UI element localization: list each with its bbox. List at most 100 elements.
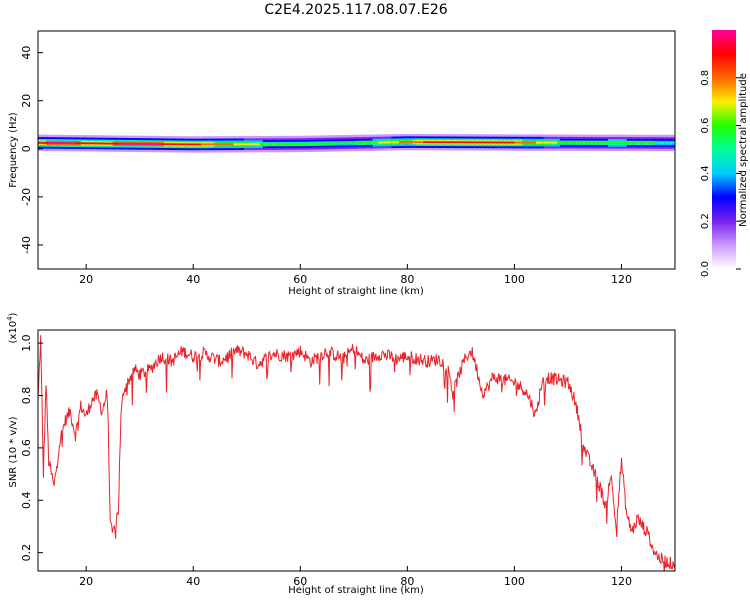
- spectrogram-cell: [102, 142, 106, 145]
- spectrogram-cell: [364, 141, 368, 144]
- spectrogram-cell: [153, 143, 157, 146]
- spectrogram-cell: [645, 141, 649, 144]
- spectrogram-cell: [198, 143, 202, 146]
- spectrogram-cell: [546, 141, 550, 144]
- spectrogram-cell: [319, 142, 323, 145]
- spectrogram-cell: [270, 143, 275, 146]
- spectrogram-cell: [479, 141, 483, 144]
- spectrogram-cell: [249, 143, 253, 146]
- spectrogram-cell: [284, 143, 288, 146]
- spectrogram-cell: [308, 142, 312, 145]
- spectrogram-cell: [294, 143, 299, 145]
- spectrogram-cell: [67, 142, 71, 145]
- spectrogram-cell: [471, 141, 475, 144]
- spectrogram-cell: [337, 142, 342, 145]
- spectrogram-cell: [474, 141, 478, 144]
- spectrogram-cell: [367, 141, 371, 144]
- spectrogram-cell: [187, 143, 192, 146]
- spectrogram-cell: [252, 143, 256, 146]
- spectrogram-cell: [434, 141, 438, 144]
- spectrogram-cell: [300, 143, 304, 145]
- spectrogram-cell: [554, 141, 558, 144]
- spectrogram-cell: [450, 141, 454, 144]
- spectrogram-cell: [626, 141, 631, 144]
- spectrogram-cell: [72, 142, 77, 145]
- spectrogram-cell: [653, 142, 657, 144]
- spectrogram-y-ticks: 40 20 0 -20 -40: [20, 46, 43, 254]
- spectrogram-cell: [276, 143, 280, 146]
- snr-series-line: [38, 335, 675, 571]
- spectrogram-cell: [567, 141, 572, 144]
- y-tick-label: 0.4: [20, 492, 33, 510]
- spectrogram-cell: [112, 142, 117, 145]
- spectrogram-cell: [439, 141, 443, 144]
- spectrogram-cell: [48, 141, 52, 144]
- spectrogram-cell: [618, 141, 623, 144]
- spectrogram-cell: [343, 142, 347, 145]
- x-tick-label: 100: [504, 575, 525, 588]
- spectrogram-cell: [484, 141, 489, 144]
- spectrogram-cell: [211, 143, 216, 146]
- svg-text:(x104): (x104): [6, 312, 19, 343]
- snr-y-ticks: 1.0 0.8 0.6 0.4 0.2: [20, 334, 43, 561]
- spectrogram-cell: [393, 141, 398, 144]
- spectrogram-cell: [129, 142, 133, 145]
- spectrogram-cell: [206, 143, 210, 146]
- spectrogram-cell: [166, 143, 170, 146]
- spectrogram-cell: [650, 141, 655, 144]
- y-tick-label: -20: [20, 188, 33, 206]
- spectrogram-cell: [329, 142, 334, 145]
- x-tick-label: 80: [400, 575, 414, 588]
- spectrogram-cell: [324, 142, 328, 145]
- spectrogram-cell: [672, 142, 675, 144]
- spectrogram-cell: [56, 142, 61, 144]
- spectrogram-cell: [353, 142, 358, 144]
- spectrogram-cell: [340, 142, 344, 145]
- spectrogram-cell: [182, 143, 186, 146]
- spectrogram-cell: [589, 141, 593, 144]
- spectrogram-cell: [38, 141, 42, 144]
- spectrogram-cell: [169, 143, 173, 146]
- spectrogram-cell: [549, 141, 553, 144]
- spectrogram-cell: [530, 141, 534, 144]
- spectrogram-cell: [236, 143, 240, 146]
- spectrogram-cell: [64, 142, 69, 145]
- spectrogram-cell: [120, 142, 125, 145]
- spectrogram-cell: [436, 141, 441, 144]
- x-tick-label: 60: [293, 575, 307, 588]
- colorbar: 0.0 0.2 0.4 0.6 0.8 Normalized spectral ampl…: [700, 30, 749, 277]
- spectrogram-cell: [332, 142, 336, 145]
- spectrogram-cell: [463, 141, 467, 144]
- spectrogram-cell: [538, 141, 542, 144]
- spectrogram-cell: [59, 142, 63, 144]
- spectrogram-cell: [228, 143, 232, 146]
- spectrogram-cell: [506, 141, 510, 144]
- spectrogram-cell: [80, 142, 85, 145]
- spectrogram-cell: [592, 141, 596, 144]
- spectrogram-cell: [407, 141, 411, 144]
- spectrogram-cell: [163, 143, 168, 146]
- spectrogram-cell: [621, 141, 625, 144]
- spectrogram-cell: [203, 143, 208, 146]
- spectrogram-cell: [335, 142, 339, 145]
- y-tick-label: -40: [20, 236, 33, 254]
- y-tick-label: 1.0: [20, 334, 33, 352]
- spectrogram-cell: [426, 141, 430, 144]
- y-tick-label: 40: [20, 46, 33, 60]
- spectrogram-cell: [185, 143, 189, 146]
- spectrogram-cell: [442, 141, 446, 144]
- spectrogram-cell: [385, 141, 390, 144]
- x-tick-label: 20: [79, 575, 93, 588]
- spectrogram-y-label: Frequency (Hz): [8, 112, 19, 188]
- spectrogram-cell: [217, 143, 221, 146]
- colorbar-tick-label: 0.6: [700, 118, 711, 134]
- spectrogram-cell: [468, 141, 473, 144]
- spectrogram-cell: [107, 142, 111, 145]
- spectrogram-cell: [302, 142, 307, 145]
- spectrogram-cell: [418, 141, 422, 144]
- spectrogram-cell: [311, 142, 315, 145]
- spectrogram-cell: [118, 142, 122, 145]
- y-tick-label: 0: [20, 145, 33, 152]
- colorbar-label: Normalized spectral amplitude: [738, 73, 749, 227]
- spectrogram-cell: [83, 142, 87, 145]
